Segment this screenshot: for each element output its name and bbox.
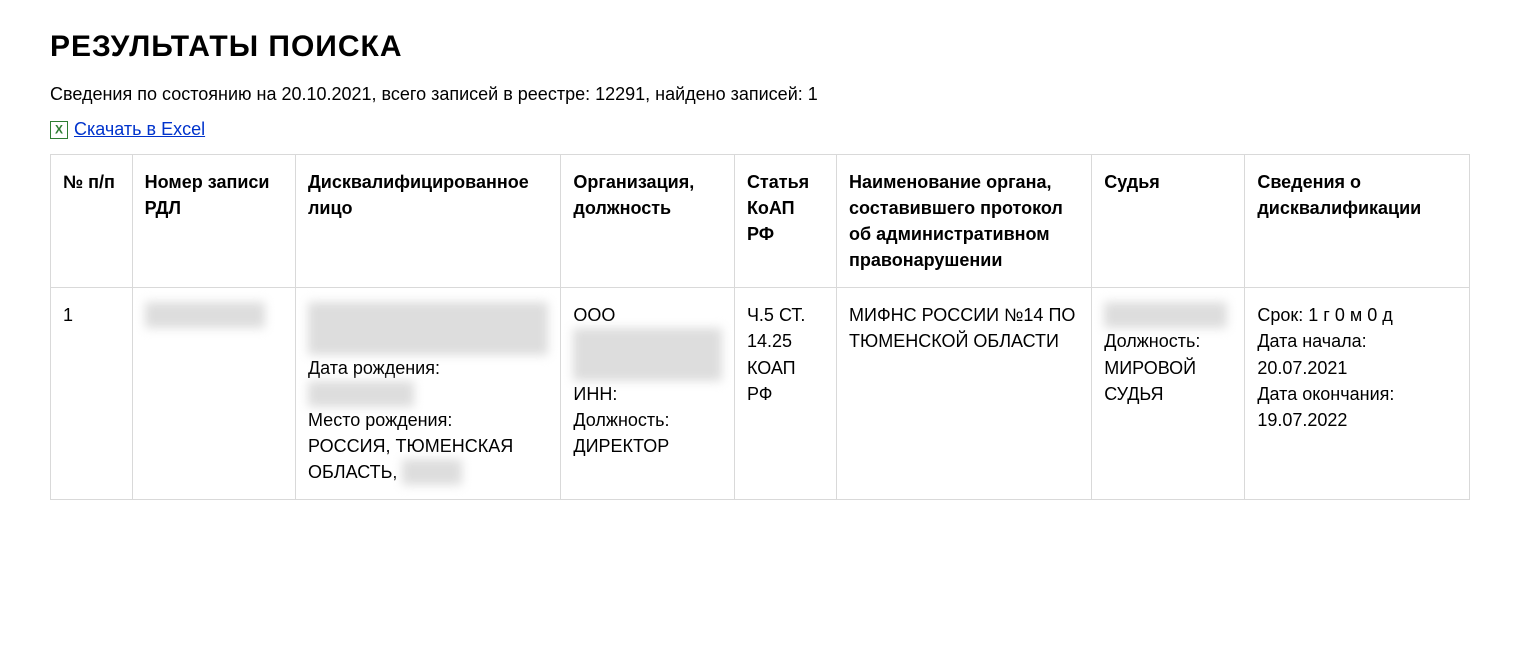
cell-disq: Срок: 1 г 0 м 0 д Дата начала: 20.07.202…	[1245, 288, 1470, 500]
cell-authority: МИФНС РОССИИ №14 ПО ТЮМЕНСКОЙ ОБЛАСТИ	[837, 288, 1092, 500]
start-value: 20.07.2021	[1257, 355, 1457, 381]
start-label: Дата начала:	[1257, 328, 1457, 354]
org-name-masked: XXXXXXXXXXX XXXXXX	[573, 328, 722, 380]
cell-num: 1	[51, 288, 133, 500]
judge-name-masked: XXXXXXX X.X.	[1104, 302, 1227, 328]
org-position: ДИРЕКТОР	[573, 433, 722, 459]
col-header-judge: Судья	[1092, 155, 1245, 288]
dob-label: Дата рождения:	[308, 358, 440, 378]
pob-suffix-masked: XXXXX	[402, 459, 462, 485]
judge-position: МИРОВОЙ СУДЬЯ	[1104, 355, 1232, 407]
table-header-row: № п/п Номер записи РДЛ Дисквалифицирован…	[51, 155, 1470, 288]
org-prefix: ООО	[573, 302, 722, 328]
person-name-masked: XXXXXXXX XXXXX XXXXXXXX	[308, 302, 548, 354]
page-title: РЕЗУЛЬТАТЫ ПОИСКА	[50, 30, 1470, 64]
term-value: 1 г 0 м 0 д	[1308, 305, 1392, 325]
inn-label: ИНН:	[573, 381, 722, 407]
term-label: Срок:	[1257, 305, 1303, 325]
end-value: 19.07.2022	[1257, 407, 1457, 433]
summary-text: Сведения по состоянию на 20.10.2021, все…	[50, 84, 1470, 105]
cell-record: XXXXXXXXXX	[132, 288, 295, 500]
col-header-org: Организация, должность	[561, 155, 735, 288]
download-excel[interactable]: Скачать в Excel	[50, 119, 205, 140]
col-header-person: Дисквалифицированное лицо	[295, 155, 560, 288]
judge-position-label: Должность:	[1104, 328, 1232, 354]
excel-icon	[50, 121, 68, 139]
col-header-authority: Наименование органа, составившего проток…	[837, 155, 1092, 288]
cell-article: Ч.5 СТ. 14.25 КОАП РФ	[734, 288, 836, 500]
col-header-record: Номер записи РДЛ	[132, 155, 295, 288]
pob-label: Место рождения:	[308, 407, 548, 433]
download-excel-link[interactable]: Скачать в Excel	[74, 119, 205, 140]
cell-person: XXXXXXXX XXXXX XXXXXXXX Дата рождения: X…	[295, 288, 560, 500]
cell-judge: XXXXXXX X.X. Должность: МИРОВОЙ СУДЬЯ	[1092, 288, 1245, 500]
org-position-label: Должность:	[573, 407, 722, 433]
col-header-disq: Сведения о дисквалификации	[1245, 155, 1470, 288]
col-header-num: № п/п	[51, 155, 133, 288]
col-header-article: Статья КоАП РФ	[734, 155, 836, 288]
cell-org: ООО XXXXXXXXXXX XXXXXX ИНН: Должность: Д…	[561, 288, 735, 500]
dob-masked: XX.XX.XXXX	[308, 381, 414, 407]
table-row: 1 XXXXXXXXXX XXXXXXXX XXXXX XXXXXXXX Дат…	[51, 288, 1470, 500]
record-number-masked: XXXXXXXXXX	[145, 302, 265, 328]
results-table: № п/п Номер записи РДЛ Дисквалифицирован…	[50, 154, 1470, 500]
end-label: Дата окончания:	[1257, 381, 1457, 407]
